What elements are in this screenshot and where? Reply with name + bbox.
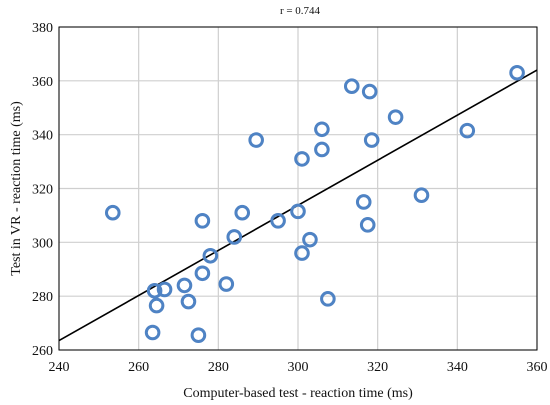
data-point xyxy=(194,265,211,282)
data-point xyxy=(294,245,310,261)
data-point xyxy=(202,247,219,264)
data-point xyxy=(363,132,380,148)
y-tick-label: 280 xyxy=(32,290,53,305)
data-point xyxy=(144,324,161,341)
x-tick-label: 240 xyxy=(49,360,70,375)
data-point xyxy=(290,203,306,220)
data-point xyxy=(270,213,286,229)
y-tick-label: 340 xyxy=(32,129,53,144)
y-tick-label: 320 xyxy=(32,183,53,198)
data-point xyxy=(294,151,310,167)
y-axis-label: Test in VR - reaction time (ms) xyxy=(9,101,24,276)
y-tick-label: 380 xyxy=(32,21,53,36)
data-point xyxy=(226,229,243,245)
y-tick-label: 360 xyxy=(32,75,53,90)
data-point xyxy=(343,78,360,95)
data-point xyxy=(146,282,163,299)
data-points xyxy=(104,64,525,343)
x-axis-label: Computer-based test - reaction time (ms) xyxy=(183,386,413,401)
data-point xyxy=(190,327,207,343)
data-point xyxy=(361,83,378,100)
chart-title: r = 0.744 xyxy=(280,5,321,17)
data-point xyxy=(248,132,264,148)
data-point xyxy=(218,276,235,292)
x-tick-label: 320 xyxy=(367,360,388,375)
plot-frame xyxy=(58,26,538,351)
data-point xyxy=(387,109,404,125)
x-tick-label: 280 xyxy=(208,360,229,375)
tick-labels: 240 260 280 300 320 340 3602602803003203403603… xyxy=(32,21,548,375)
data-point xyxy=(459,122,476,139)
data-point xyxy=(180,293,197,310)
data-point xyxy=(234,204,251,221)
data-point xyxy=(194,213,211,229)
data-point xyxy=(509,64,525,81)
data-point xyxy=(156,281,173,298)
data-point xyxy=(104,204,121,221)
data-point xyxy=(176,277,193,294)
y-tick-label: 300 xyxy=(32,236,53,251)
data-point xyxy=(320,291,336,307)
data-point xyxy=(413,187,430,204)
data-point xyxy=(148,297,165,314)
data-point xyxy=(355,194,372,210)
data-point xyxy=(302,231,318,248)
x-tick-label: 300 xyxy=(288,360,309,375)
data-point xyxy=(359,217,376,233)
data-point xyxy=(314,121,330,138)
x-tick-label: 340 xyxy=(447,360,468,375)
x-tick-label: 260 xyxy=(128,360,149,375)
x-tick-label: 360 xyxy=(527,360,548,375)
y-tick-label: 260 xyxy=(32,344,53,359)
data-point xyxy=(314,141,330,158)
